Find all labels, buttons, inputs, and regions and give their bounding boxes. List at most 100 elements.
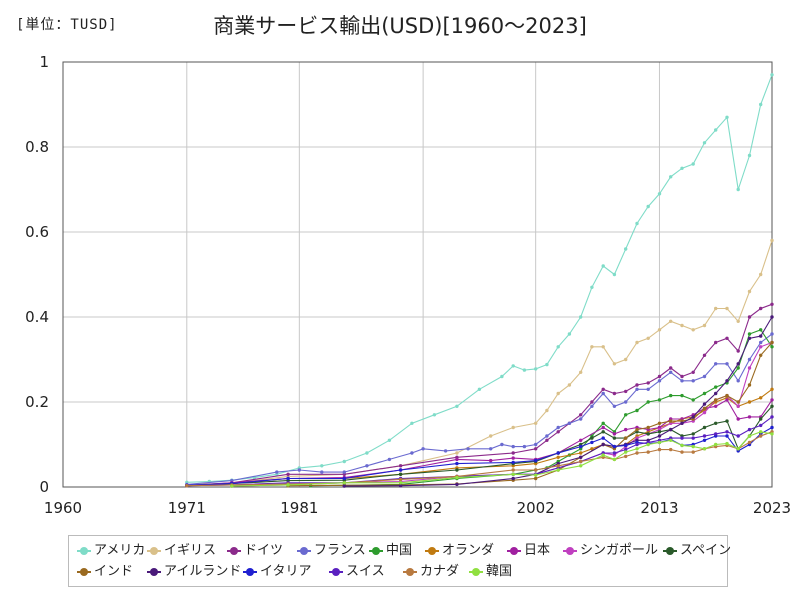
data-point bbox=[612, 432, 617, 436]
data-point bbox=[286, 476, 290, 481]
data-point bbox=[702, 141, 707, 145]
data-point bbox=[714, 306, 718, 311]
data-point bbox=[646, 450, 650, 454]
legend-swatch bbox=[227, 546, 241, 556]
unit-label: [単位：TUSD] bbox=[16, 17, 118, 33]
data-point bbox=[534, 421, 538, 425]
data-point bbox=[612, 404, 617, 408]
data-point bbox=[680, 450, 684, 454]
data-point bbox=[747, 366, 752, 370]
data-point bbox=[534, 367, 538, 371]
legend-item: カナダ bbox=[403, 564, 459, 580]
data-point bbox=[657, 430, 662, 434]
legend-swatch bbox=[243, 567, 257, 577]
data-point bbox=[725, 379, 729, 383]
data-point bbox=[736, 366, 740, 370]
legend-item: オランダ bbox=[425, 543, 494, 559]
data-point bbox=[534, 442, 538, 447]
data-point bbox=[511, 456, 515, 460]
data-point bbox=[275, 470, 279, 474]
data-point bbox=[702, 323, 707, 328]
data-point bbox=[725, 441, 729, 446]
data-point bbox=[770, 432, 774, 436]
data-point bbox=[590, 345, 594, 349]
series-13 bbox=[185, 430, 774, 488]
legend-label: 中国 bbox=[386, 543, 413, 558]
legend-label: フランス bbox=[314, 543, 366, 558]
data-point bbox=[691, 379, 695, 383]
data-point bbox=[286, 483, 290, 487]
data-point bbox=[691, 432, 695, 436]
data-point bbox=[579, 459, 583, 464]
data-point bbox=[646, 432, 650, 436]
y-tick-label: 0 bbox=[39, 478, 49, 496]
legend-label: インド bbox=[94, 564, 134, 579]
data-point bbox=[579, 370, 583, 374]
data-point bbox=[702, 353, 707, 357]
data-point bbox=[579, 455, 583, 459]
data-point bbox=[725, 362, 729, 366]
data-point bbox=[691, 162, 695, 166]
data-point bbox=[747, 427, 752, 432]
data-point bbox=[646, 336, 650, 340]
legend-swatch bbox=[147, 546, 161, 556]
data-point bbox=[747, 336, 752, 340]
data-point bbox=[635, 442, 639, 447]
data-point bbox=[590, 440, 594, 445]
data-point bbox=[365, 451, 369, 455]
data-point bbox=[556, 468, 560, 472]
data-point bbox=[590, 404, 594, 408]
data-point bbox=[511, 425, 515, 430]
data-point bbox=[702, 425, 707, 430]
data-point bbox=[759, 334, 763, 338]
data-point bbox=[759, 340, 763, 345]
data-point bbox=[770, 387, 774, 391]
data-point bbox=[579, 444, 583, 449]
data-point bbox=[511, 476, 515, 481]
data-point bbox=[759, 417, 763, 421]
data-point bbox=[387, 438, 392, 442]
data-point bbox=[657, 398, 662, 402]
data-point bbox=[669, 175, 673, 179]
data-point bbox=[759, 306, 763, 311]
data-point bbox=[657, 440, 662, 445]
legend-item: ドイツ bbox=[227, 543, 283, 559]
legend-item: イタリア bbox=[243, 564, 311, 580]
data-point bbox=[646, 425, 650, 430]
data-point bbox=[365, 464, 369, 468]
data-point bbox=[747, 315, 752, 319]
data-point bbox=[736, 349, 740, 353]
data-point bbox=[545, 362, 549, 367]
data-point bbox=[410, 421, 414, 425]
data-point bbox=[691, 436, 695, 440]
data-point bbox=[320, 470, 324, 474]
data-point bbox=[556, 451, 560, 455]
legend-swatch bbox=[403, 567, 417, 577]
series-line bbox=[186, 333, 773, 485]
legend-label: ドイツ bbox=[244, 543, 284, 558]
data-point bbox=[398, 464, 403, 468]
data-point bbox=[342, 481, 346, 485]
data-point bbox=[657, 192, 662, 196]
data-point bbox=[590, 436, 594, 440]
data-point bbox=[612, 444, 617, 449]
data-point bbox=[725, 336, 729, 340]
data-point bbox=[624, 454, 628, 459]
data-point bbox=[612, 362, 617, 366]
data-point bbox=[579, 417, 583, 421]
data-point bbox=[398, 484, 403, 488]
data-point bbox=[624, 443, 628, 448]
data-point bbox=[759, 434, 763, 438]
data-point bbox=[455, 468, 459, 472]
data-point bbox=[759, 396, 763, 400]
x-tick-label: 2023 bbox=[753, 499, 791, 517]
data-point bbox=[455, 457, 459, 462]
data-point bbox=[511, 468, 515, 472]
data-point bbox=[612, 391, 617, 396]
data-point bbox=[286, 472, 290, 476]
data-point bbox=[421, 447, 425, 451]
data-point bbox=[714, 404, 718, 408]
data-point bbox=[590, 447, 594, 451]
tick-labels: 1960 1971 1981 1992 2002 2013 2023 0 0.2 0.4 0.6 0.… bbox=[25, 53, 791, 517]
